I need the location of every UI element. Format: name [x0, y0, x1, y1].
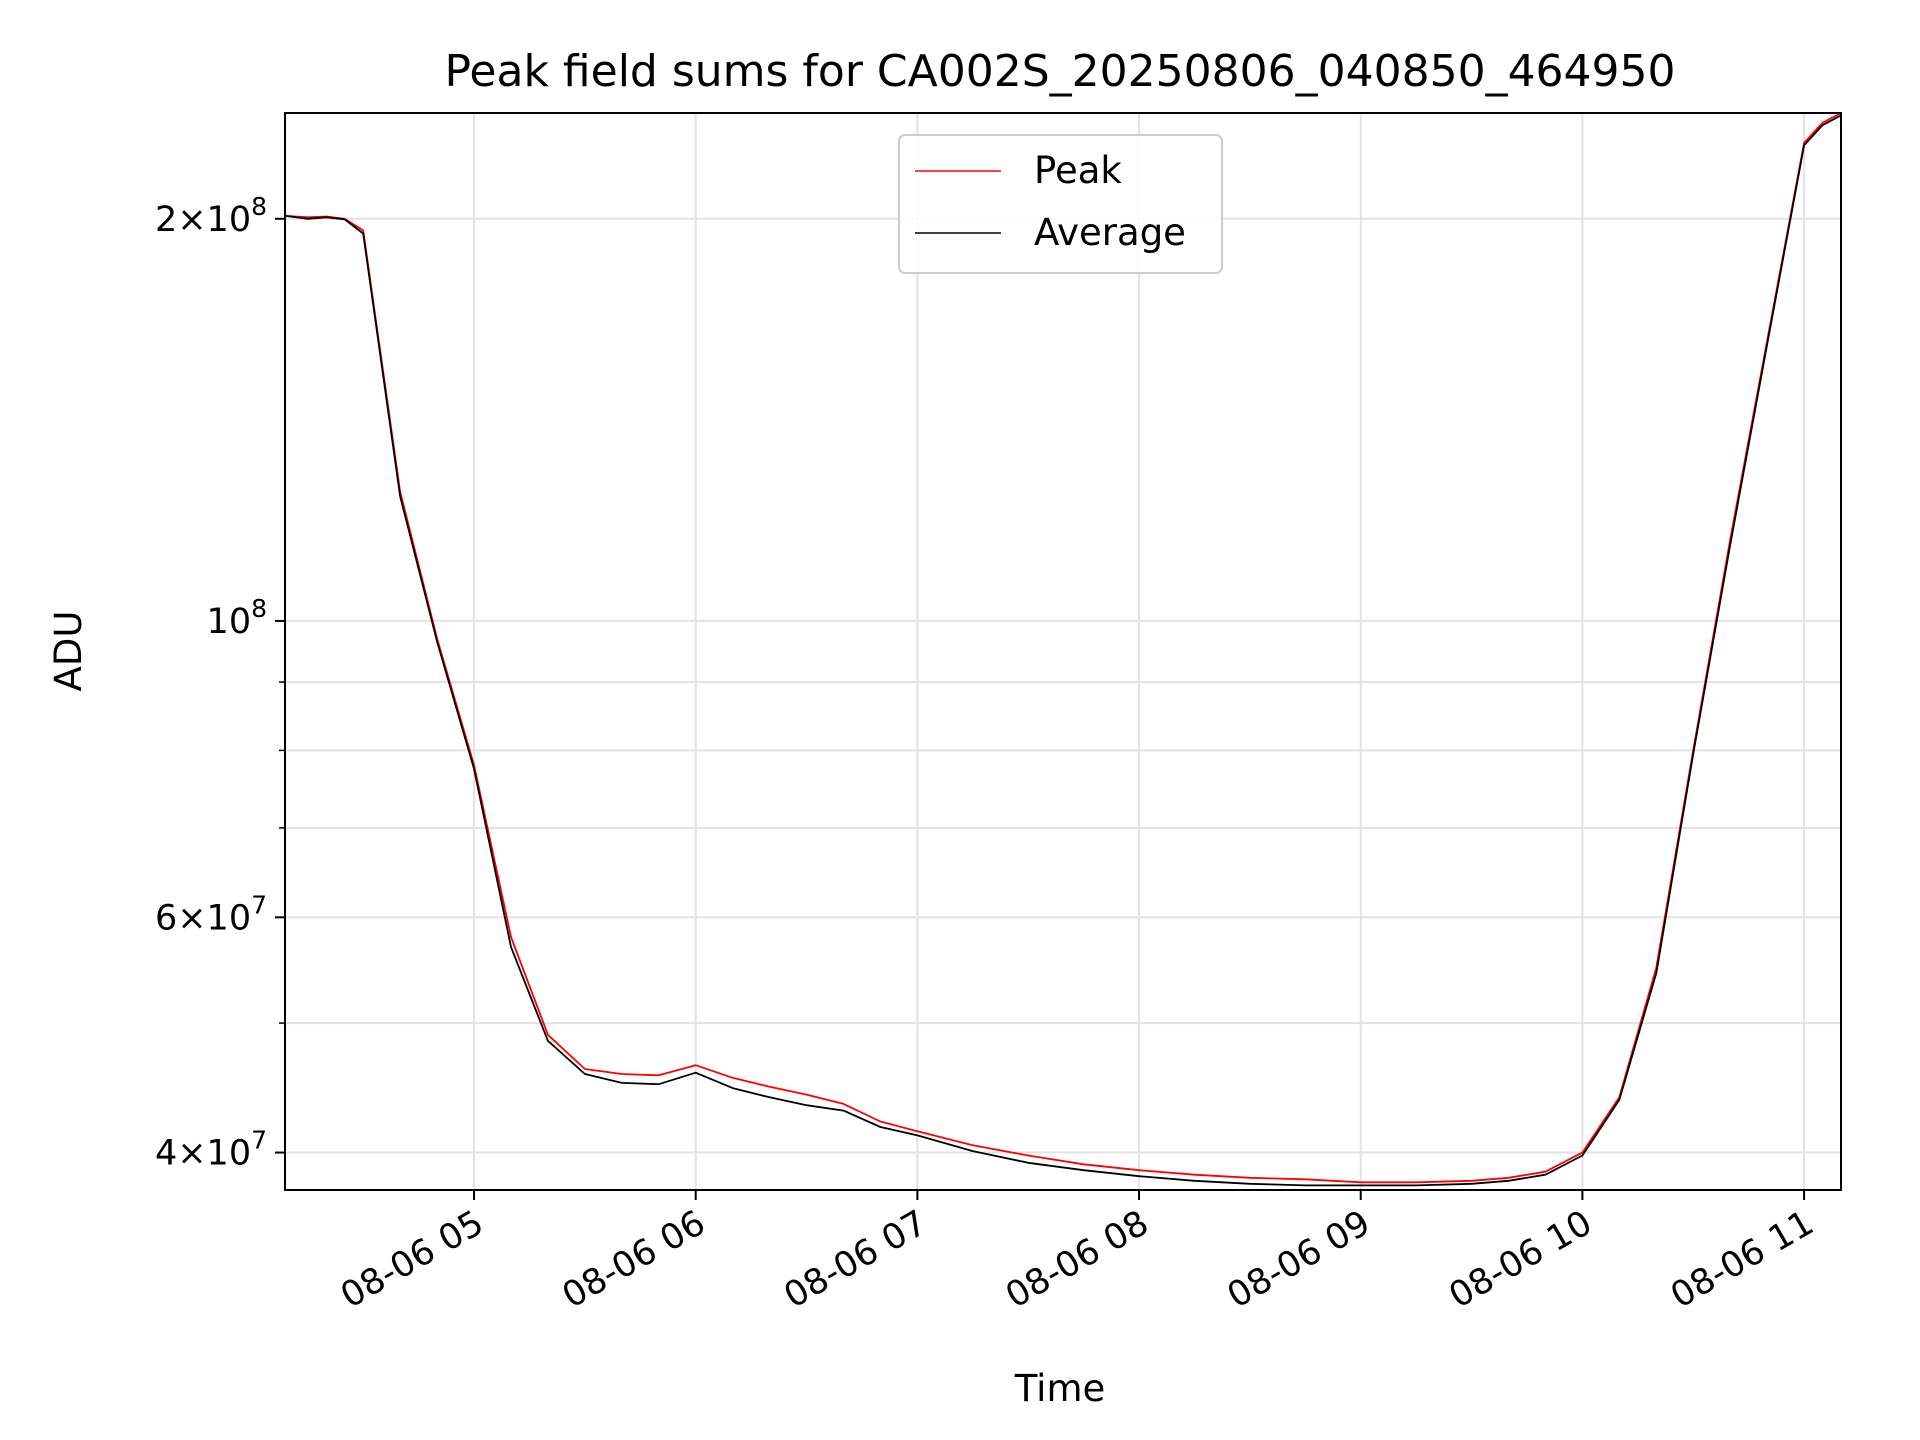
legend-box — [898, 134, 1223, 274]
series-line-peak — [285, 113, 1841, 1184]
series-layer — [285, 113, 1841, 1187]
y-tick-label: 6×107 — [155, 890, 267, 938]
chart-title: Peak field sums for CA002S_20250806_0408… — [444, 46, 1675, 97]
x-axis-label: Time — [1014, 1367, 1106, 1410]
y-tick-label: 108 — [207, 594, 267, 642]
y-axis-ticks: 4×107 6×107 108 2×108 — [155, 192, 285, 1174]
y-tick-label: 4×107 — [155, 1126, 267, 1174]
legend-label-peak: Peak — [1034, 149, 1122, 192]
plot-frame — [284, 112, 1842, 1191]
y-tick-label: 2×108 — [155, 192, 267, 240]
y-axis-label: ADU — [47, 611, 90, 692]
series-line-average — [285, 114, 1841, 1187]
legend-label-average: Average — [1034, 211, 1186, 254]
legend: Peak Average — [898, 134, 1223, 274]
